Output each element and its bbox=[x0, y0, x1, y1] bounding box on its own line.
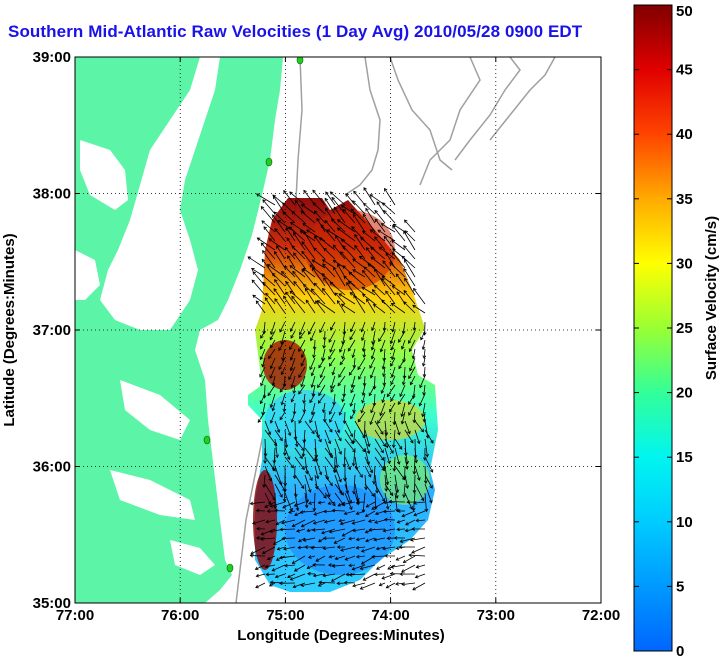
colorbar-tick-label: 50 bbox=[676, 3, 693, 20]
map-title: Southern Mid-Atlantic Raw Velocities (1 … bbox=[8, 22, 583, 41]
colorbar-tick-label: 40 bbox=[676, 126, 693, 143]
y-tick-label: 36:00 bbox=[33, 459, 71, 476]
velocity-vectors bbox=[247, 187, 434, 591]
y-tick-label: 37:00 bbox=[33, 322, 71, 339]
x-tick-label: 75:00 bbox=[266, 607, 304, 624]
x-tick-label: 73:00 bbox=[477, 607, 515, 624]
colorbar-tick-label: 35 bbox=[676, 191, 693, 208]
colorbar-tick-label: 5 bbox=[676, 578, 684, 595]
y-axis-label: Latitude (Degrees:Minutes) bbox=[1, 233, 18, 426]
x-tick-label: 77:00 bbox=[56, 607, 94, 624]
x-axis: 77:00 76:00 75:00 74:00 73:00 72:00 bbox=[56, 57, 620, 624]
colorbar-tick-label: 10 bbox=[676, 514, 693, 531]
y-tick-label: 39:00 bbox=[33, 49, 71, 66]
radar-stations bbox=[203, 57, 304, 573]
radar-station-marker bbox=[265, 157, 273, 167]
colorbar-tick-label: 25 bbox=[676, 320, 693, 337]
colorbar-tick-label: 30 bbox=[676, 255, 693, 272]
grid-lines bbox=[75, 57, 601, 603]
colorbar-label: Surface Velocity (cm/s) bbox=[703, 216, 720, 380]
radar-station-marker bbox=[226, 563, 234, 573]
colorbar bbox=[633, 4, 673, 652]
colorbar-tick-label: 20 bbox=[676, 385, 693, 402]
y-tick-label: 35:00 bbox=[33, 595, 71, 612]
colorbar-tick-label: 15 bbox=[676, 449, 693, 466]
colorbar-tick-label: 0 bbox=[676, 643, 684, 659]
x-tick-label: 72:00 bbox=[582, 607, 620, 624]
x-axis-label: Longitude (Degrees:Minutes) bbox=[237, 627, 445, 644]
radar-station-marker bbox=[296, 57, 304, 65]
colorbar-tick-label: 45 bbox=[676, 62, 693, 79]
x-tick-label: 76:00 bbox=[161, 607, 199, 624]
x-tick-label: 74:00 bbox=[371, 607, 409, 624]
y-axis: 39:00 38:00 37:00 36:00 35:00 bbox=[33, 49, 601, 612]
y-tick-label: 38:00 bbox=[33, 186, 71, 203]
radar-station-marker bbox=[203, 435, 211, 445]
